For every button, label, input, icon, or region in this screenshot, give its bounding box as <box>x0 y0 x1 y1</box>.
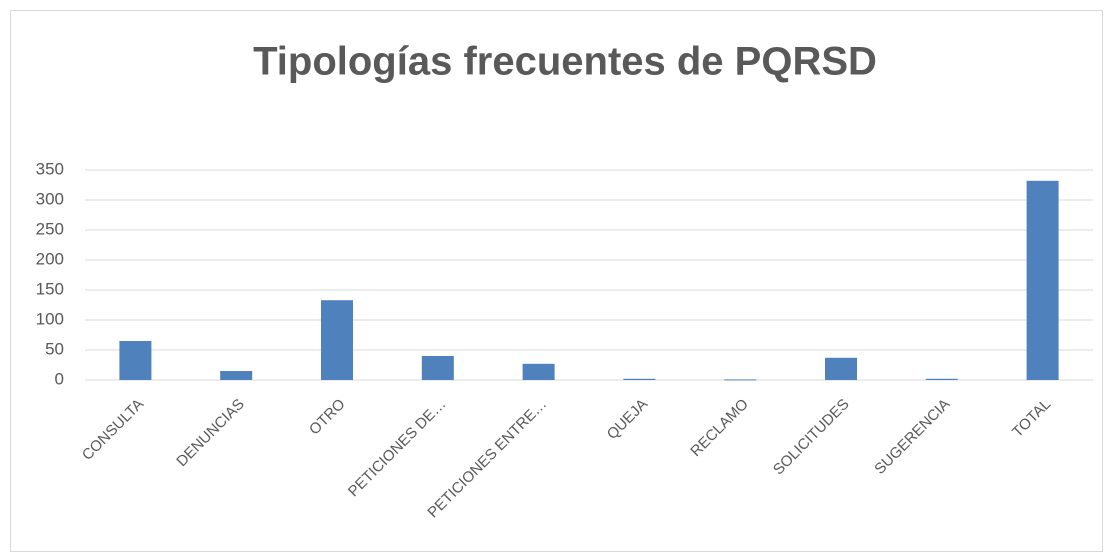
bar <box>623 378 656 380</box>
y-tick-label: 200 <box>36 249 64 268</box>
y-tick-label: 0 <box>55 369 64 388</box>
bar <box>825 357 857 380</box>
y-tick-label: 100 <box>36 309 64 328</box>
bar <box>522 363 555 380</box>
y-tick-label: 250 <box>36 219 64 238</box>
bar <box>220 371 253 380</box>
y-tick-label: 300 <box>36 189 64 208</box>
bar <box>1026 180 1059 380</box>
bar <box>421 356 454 380</box>
bar <box>119 341 152 380</box>
bar <box>321 300 353 380</box>
chart-title: Tipologías frecuentes de PQRSD <box>253 40 877 84</box>
bar <box>925 378 958 380</box>
chart-frame <box>10 10 1103 552</box>
y-tick-label: 150 <box>36 279 64 298</box>
y-tick-label: 350 <box>36 159 64 178</box>
y-tick-label: 50 <box>45 339 64 358</box>
bar <box>724 379 757 381</box>
